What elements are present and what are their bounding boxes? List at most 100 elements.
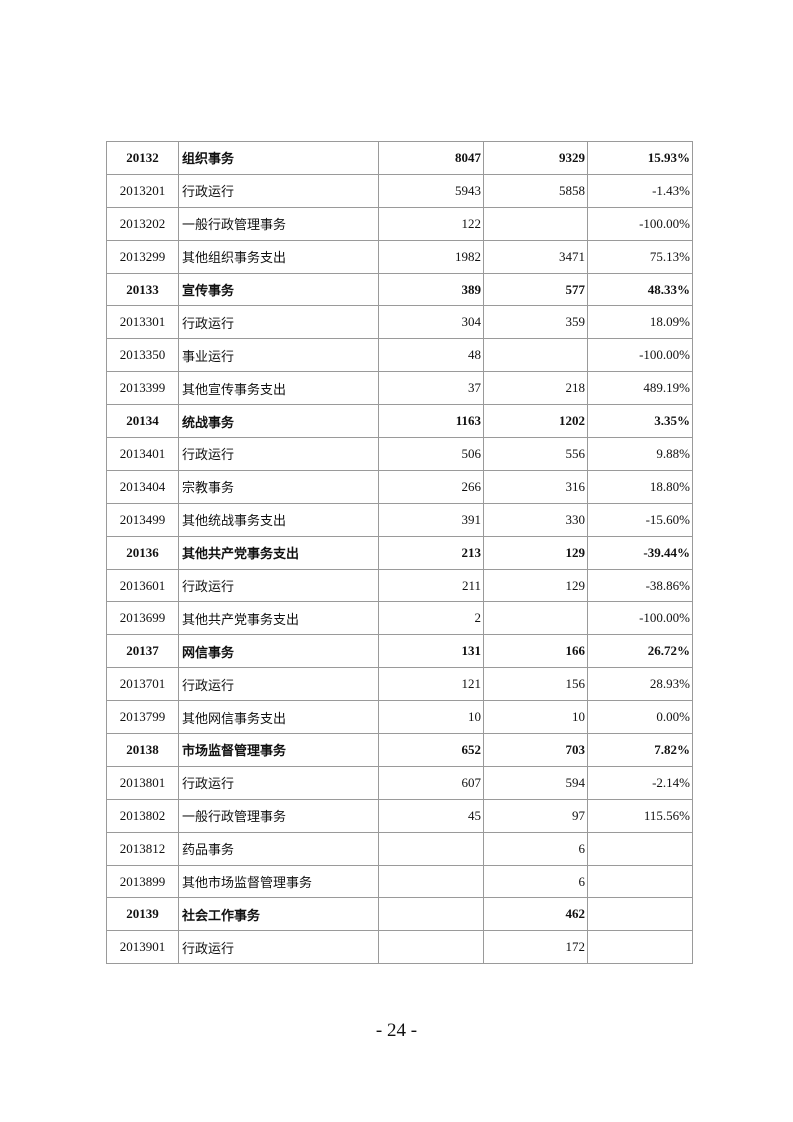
cell-percent-change: 15.93%: [587, 141, 693, 175]
cell-value-2: 97: [483, 798, 588, 833]
table-row: 2013701 行政运行 121 156 28.93%: [106, 667, 693, 702]
cell-code: 2013401: [106, 437, 179, 471]
cell-name: 一般行政管理事务: [178, 206, 379, 241]
table-row: 2013301 行政运行 304 359 18.09%: [106, 305, 693, 340]
cell-percent-change: 26.72%: [587, 634, 693, 669]
cell-name: 其他共产党事务支出: [178, 535, 379, 570]
cell-code: 2013350: [106, 338, 179, 373]
cell-code: 2013799: [106, 700, 179, 735]
table-row: 2013202 一般行政管理事务 122 -100.00%: [106, 206, 693, 241]
cell-value-2: 359: [483, 305, 588, 340]
cell-name: 组织事务: [178, 141, 379, 175]
cell-value-2: 172: [483, 930, 588, 965]
cell-value-1: 304: [378, 305, 484, 340]
cell-value-1: 213: [378, 535, 484, 570]
cell-value-2: 556: [483, 437, 588, 471]
cell-value-1: [378, 897, 484, 932]
cell-percent-change: -100.00%: [587, 206, 693, 241]
cell-percent-change: [587, 864, 693, 899]
cell-percent-change: 115.56%: [587, 798, 693, 833]
cell-percent-change: 75.13%: [587, 239, 693, 274]
cell-percent-change: -39.44%: [587, 535, 693, 570]
table-row-category: 20139 社会工作事务 462: [106, 897, 693, 932]
table-row: 2013799 其他网信事务支出 10 10 0.00%: [106, 700, 693, 735]
table-row: 2013350 事业运行 48 -100.00%: [106, 338, 693, 373]
table-row-category: 20132 组织事务 8047 9329 15.93%: [106, 141, 693, 175]
cell-name: 宣传事务: [178, 272, 379, 307]
cell-code: 2013801: [106, 765, 179, 800]
page-number: - 24 -: [375, 1020, 418, 1041]
cell-value-2: 10: [483, 700, 588, 735]
cell-value-1: 391: [378, 502, 484, 537]
cell-percent-change: 18.80%: [587, 469, 693, 504]
cell-name: 药品事务: [178, 831, 379, 866]
cell-value-2: 6: [483, 831, 588, 866]
cell-name: 其他组织事务支出: [178, 239, 379, 274]
cell-code: 2013404: [106, 469, 179, 504]
cell-code: 20139: [106, 897, 179, 932]
budget-table: 20132 组织事务 8047 9329 15.93% 2013201 行政运行 5943 58…: [106, 141, 693, 965]
cell-code: 2013701: [106, 667, 179, 702]
cell-percent-change: 489.19%: [587, 371, 693, 406]
cell-name: 行政运行: [178, 930, 379, 965]
cell-value-1: 45: [378, 798, 484, 833]
cell-code: 2013812: [106, 831, 179, 866]
cell-value-1: [378, 930, 484, 965]
table-row: 2013201 行政运行 5943 5858 -1.43%: [106, 173, 693, 208]
cell-value-2: 316: [483, 469, 588, 504]
cell-percent-change: -38.86%: [587, 568, 693, 603]
cell-value-2: 9329: [483, 141, 588, 175]
cell-name: 行政运行: [178, 173, 379, 208]
cell-code: 2013802: [106, 798, 179, 833]
cell-value-1: 652: [378, 733, 484, 767]
cell-code: 2013299: [106, 239, 179, 274]
table-row: 2013802 一般行政管理事务 45 97 115.56%: [106, 798, 693, 833]
cell-percent-change: 3.35%: [587, 404, 693, 439]
cell-code: 20134: [106, 404, 179, 439]
cell-value-2: 166: [483, 634, 588, 669]
cell-name: 统战事务: [178, 404, 379, 439]
table-row-category: 20134 统战事务 1163 1202 3.35%: [106, 404, 693, 439]
cell-value-1: 5943: [378, 173, 484, 208]
cell-percent-change: [587, 831, 693, 866]
cell-value-1: [378, 864, 484, 899]
cell-name: 其他统战事务支出: [178, 502, 379, 537]
table-row: 2013899 其他市场监督管理事务 6: [106, 864, 693, 899]
cell-value-1: 2: [378, 601, 484, 636]
cell-name: 其他市场监督管理事务: [178, 864, 379, 899]
cell-name: 一般行政管理事务: [178, 798, 379, 833]
cell-code: 20138: [106, 733, 179, 767]
cell-value-1: 37: [378, 371, 484, 406]
cell-name: 其他宣传事务支出: [178, 371, 379, 406]
cell-code: 2013601: [106, 568, 179, 603]
cell-name: 其他共产党事务支出: [178, 601, 379, 636]
cell-value-2: 156: [483, 667, 588, 702]
cell-value-2: 3471: [483, 239, 588, 274]
table-row: 2013299 其他组织事务支出 1982 3471 75.13%: [106, 239, 693, 274]
cell-code: 2013201: [106, 173, 179, 208]
cell-percent-change: [587, 930, 693, 965]
cell-percent-change: -100.00%: [587, 601, 693, 636]
cell-value-1: [378, 831, 484, 866]
table-row-category: 20138 市场监督管理事务 652 703 7.82%: [106, 733, 693, 767]
table-row: 2013401 行政运行 506 556 9.88%: [106, 437, 693, 471]
cell-value-2: 330: [483, 502, 588, 537]
cell-value-2: 462: [483, 897, 588, 932]
cell-code: 2013399: [106, 371, 179, 406]
cell-value-2: [483, 601, 588, 636]
cell-percent-change: 0.00%: [587, 700, 693, 735]
cell-value-2: 129: [483, 568, 588, 603]
cell-value-2: 577: [483, 272, 588, 307]
cell-name: 行政运行: [178, 305, 379, 340]
cell-name: 社会工作事务: [178, 897, 379, 932]
cell-value-1: 122: [378, 206, 484, 241]
cell-value-1: 131: [378, 634, 484, 669]
cell-value-1: 389: [378, 272, 484, 307]
cell-code: 20137: [106, 634, 179, 669]
cell-name: 行政运行: [178, 667, 379, 702]
cell-name: 事业运行: [178, 338, 379, 373]
cell-value-1: 607: [378, 765, 484, 800]
cell-value-2: 6: [483, 864, 588, 899]
table-row: 2013801 行政运行 607 594 -2.14%: [106, 765, 693, 800]
cell-code: 20136: [106, 535, 179, 570]
